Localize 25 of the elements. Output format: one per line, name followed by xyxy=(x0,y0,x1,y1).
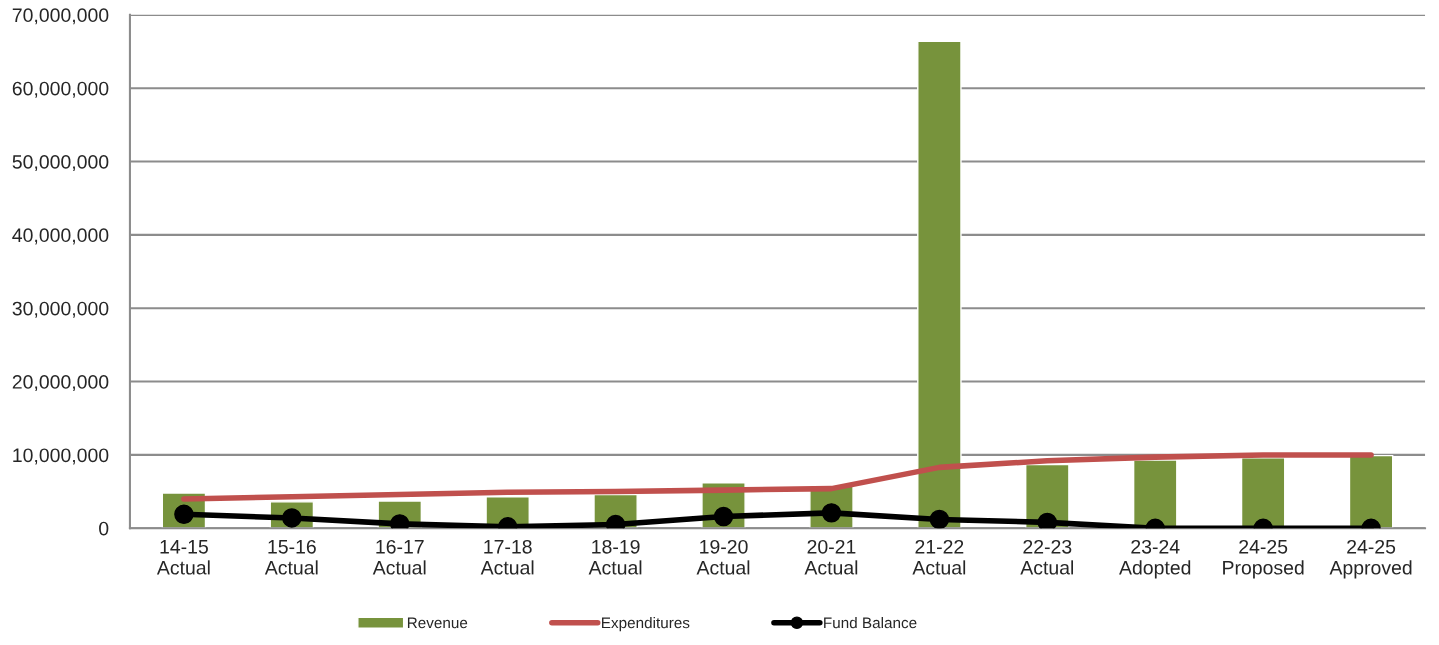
x-tick-label: 24-25 Approved xyxy=(1329,539,1412,579)
legend-label: Expenditures xyxy=(602,617,690,632)
x-tick-label: 19-20 Actual xyxy=(696,539,750,575)
x-tick-label: 20-21 Actual xyxy=(804,539,858,575)
y-tick-label: 0 xyxy=(99,521,109,536)
x-tick-label: 24-25 Proposed xyxy=(1223,539,1304,579)
x-tick-label: 22-23 Actual xyxy=(1020,539,1074,575)
x-tick-label: 15-16 Actual xyxy=(264,539,318,575)
x-tick-label: 18-19 Actual xyxy=(588,539,642,575)
x-tick-label: 14-15 Actual xyxy=(156,540,210,575)
x-tick-label: 21-22 Actual xyxy=(912,539,966,575)
y-tick-label: 50,000,000 xyxy=(12,154,109,172)
x-tick-label: 23-24 Adopted xyxy=(1119,539,1191,579)
y-tick-label: 30,000,000 xyxy=(12,301,109,318)
bar xyxy=(917,40,962,529)
y-tick-label: 40,000,000 xyxy=(12,228,109,245)
x-tick-label: 17-18 Actual xyxy=(480,539,534,575)
y-tick-label: 20,000,000 xyxy=(12,375,109,392)
y-tick-label: 60,000,000 xyxy=(12,81,109,98)
y-tick-label: 70,000,000 xyxy=(12,8,109,25)
bar xyxy=(1348,454,1394,529)
x-tick-label: 16-17 Actual xyxy=(372,539,426,575)
legend-label: Revenue xyxy=(407,617,468,629)
legend-label: Fund Balance xyxy=(824,617,917,629)
y-tick-label: 10,000,000 xyxy=(13,448,109,465)
